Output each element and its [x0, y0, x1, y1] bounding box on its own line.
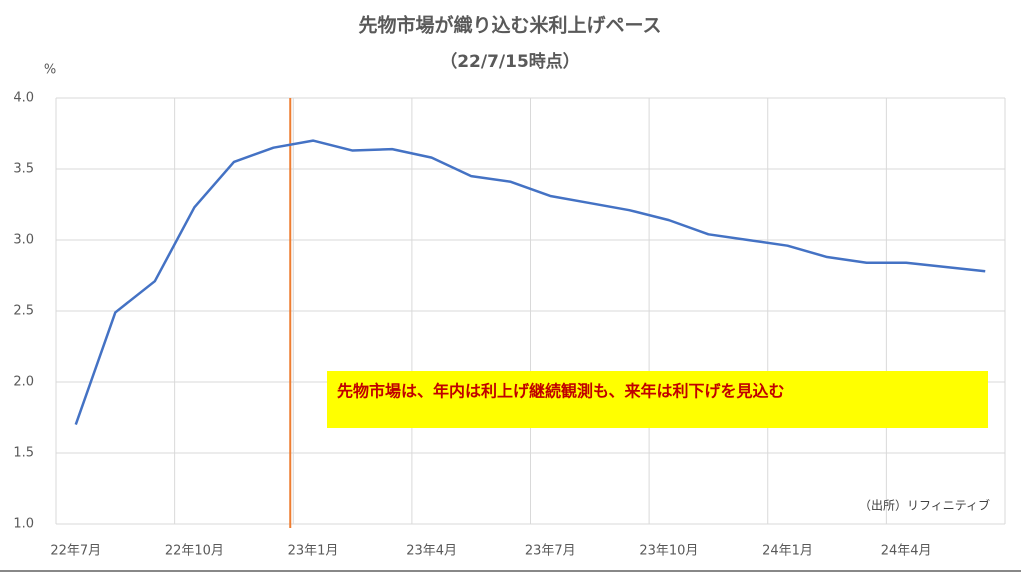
annotation-box — [327, 371, 988, 428]
y-tick-label: 3.0 — [13, 233, 34, 248]
x-tick-label: 22年7月 — [50, 544, 101, 559]
x-tick-label: 23年10月 — [639, 544, 698, 559]
x-tick-label: 22年10月 — [165, 544, 224, 559]
data-line — [74, 139, 986, 426]
y-tick-label: 4.0 — [13, 91, 34, 106]
y-tick-label: 2.0 — [13, 375, 34, 390]
y-tick-label: 1.5 — [13, 446, 34, 461]
chart-title: 先物市場が織り込む米利上げペース — [358, 14, 661, 37]
x-tick-label: 24年1月 — [762, 544, 813, 559]
annotation: 先物市場は、年内は利上げ継続観測も、来年は利下げを見込む — [337, 382, 785, 401]
chart-subtitle: （22/7/15時点） — [440, 51, 580, 72]
x-tick-label: 23年7月 — [525, 544, 576, 559]
y-tick-label: 1.0 — [13, 517, 34, 532]
x-tick-label: 24年4月 — [881, 544, 932, 559]
x-tick-label: 23年1月 — [288, 544, 339, 559]
source-note: （出所）リフィニティブ — [859, 498, 990, 513]
x-tick-label: 23年4月 — [406, 544, 457, 559]
y-tick-label: 2.5 — [13, 304, 34, 319]
y-tick-label: 3.5 — [13, 162, 34, 177]
y-unit: % — [44, 63, 56, 78]
